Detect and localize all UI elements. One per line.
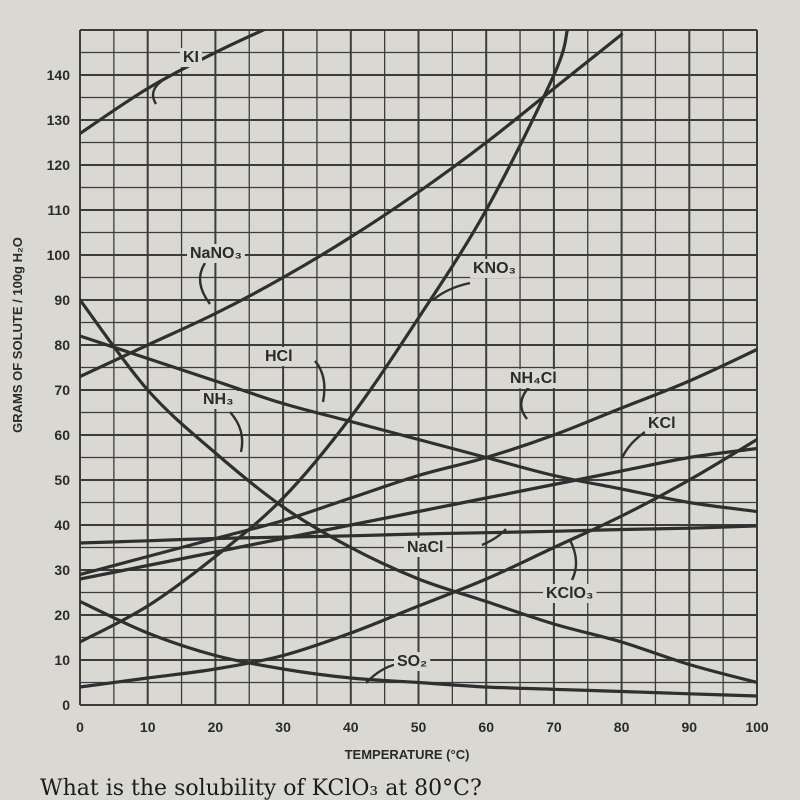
solubility-curves: [80, 30, 757, 698]
y-tick-label: 110: [47, 202, 70, 218]
y-tick-label: 20: [54, 607, 70, 623]
x-tick-label: 90: [682, 719, 698, 735]
series-label-backdrop: [394, 652, 431, 671]
y-axis-title: GRAMS OF SOLUTE / 100g H₂O: [10, 237, 25, 433]
x-tick-label: 10: [140, 719, 156, 735]
x-tick-label: 100: [745, 719, 769, 735]
x-tick-label: 20: [208, 719, 224, 735]
y-tick-label: 120: [47, 157, 71, 173]
x-tick-label: 60: [478, 719, 494, 735]
series-label-backdrop: [543, 584, 597, 603]
series-line-nh3: [80, 298, 757, 685]
y-tick-label: 140: [47, 67, 71, 83]
x-tick-label: 0: [76, 719, 84, 735]
label-leader-arrow: [620, 431, 646, 459]
series-label-backdrop: [180, 48, 202, 67]
y-tick-label: 130: [47, 112, 71, 128]
series-label-kno3: KNO₃: [473, 260, 516, 277]
series-label-backdrop: [200, 390, 237, 409]
x-tick-label: 50: [411, 719, 427, 735]
label-leader-arrow: [151, 74, 171, 105]
series-line-hcl: [80, 334, 757, 514]
grid: [79, 29, 758, 706]
series-label-ki: KI: [183, 49, 199, 66]
y-tick-label: 60: [54, 427, 70, 443]
x-axis-title: TEMPERATURE (°C): [345, 747, 470, 762]
series-line-ki: [80, 30, 268, 136]
series-label-so2: SO₂: [397, 653, 427, 670]
series-label-backdrop: [404, 538, 447, 557]
label-leader-arrow: [520, 385, 531, 420]
y-tick-label: 70: [54, 382, 70, 398]
label-leader-arrow: [432, 281, 471, 301]
x-tick-label: 80: [614, 719, 630, 735]
y-tick-label: 40: [54, 517, 70, 533]
x-tick-label: 70: [546, 719, 562, 735]
series-label-kclo3: KClO₃: [546, 585, 593, 602]
x-tick-label: 40: [343, 719, 359, 735]
series-label-backdrop: [507, 369, 560, 388]
label-leader-arrow: [568, 539, 578, 581]
series-label-backdrop: [187, 244, 245, 263]
x-tick-label: 30: [275, 719, 291, 735]
y-tick-label: 100: [47, 247, 71, 263]
y-tick-label: 90: [54, 292, 70, 308]
series-label-nh4cl: NH₄Cl: [510, 370, 557, 387]
y-axis-ticks: 0 10 20 30 40 50 60 70 80 90 100 110 120 130 140: [47, 67, 71, 713]
label-leader-arrow: [198, 262, 211, 305]
series-label-nacl: NaCl: [407, 539, 443, 556]
series-line-kclo3: [80, 437, 757, 689]
series-label-backdrop: [645, 414, 679, 433]
label-leader-arrow: [314, 360, 326, 403]
y-tick-label: 30: [54, 562, 70, 578]
series-line-nano3: [80, 32, 624, 379]
series-line-kcl: [80, 446, 757, 581]
series-label-nh3: NH₃: [203, 391, 234, 408]
caption-question: What is the solubility of KClO₃ at 80°C?: [40, 776, 482, 800]
series-line-kno3: [80, 30, 569, 644]
y-tick-label: 0: [62, 697, 70, 713]
label-leader-arrow: [481, 528, 507, 547]
x-axis-ticks: 0 10 20 30 40 50 60 70 80 90 100: [76, 719, 769, 735]
series-label-nano3: NaNO₃: [190, 245, 242, 262]
series-label-backdrop: [262, 347, 296, 366]
series-label-backdrop: [470, 259, 519, 278]
series-line-nh4cl: [80, 347, 757, 577]
series-line-so2: [80, 599, 757, 698]
series-label-hcl: HCl: [265, 348, 293, 365]
y-tick-label: 50: [54, 472, 70, 488]
series-label-kcl: KCl: [648, 415, 676, 432]
y-tick-label: 80: [54, 337, 70, 353]
label-leader-arrow: [229, 411, 244, 453]
series-line-nacl: [80, 524, 757, 545]
series-labels: KI NaNO₃ KNO₃ HCl NH₄Cl NH₃ KCl NaCl KClO₃ SO₂: [180, 48, 679, 671]
y-tick-label: 10: [54, 652, 70, 668]
